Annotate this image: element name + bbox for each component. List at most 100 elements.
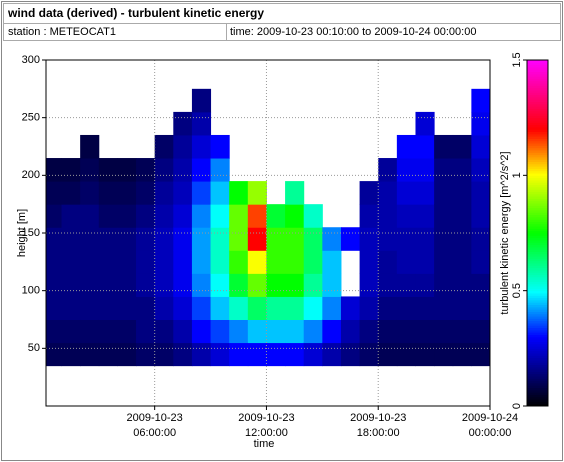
colorbar-swatch: [527, 378, 548, 382]
x-tick-label-line: 00:00:00: [469, 427, 512, 439]
heat-cell: [98, 158, 118, 182]
heat-cell: [359, 273, 379, 297]
x-tick-label: 2009-10-23 06:00:00: [127, 412, 183, 439]
heat-cell: [396, 227, 416, 251]
heat-cell: [378, 204, 398, 228]
heat-cell: [98, 181, 118, 205]
heat-cell: [80, 273, 100, 297]
colorbar-swatch: [527, 272, 548, 276]
colorbar-swatch: [527, 392, 548, 395]
heat-cell: [247, 227, 267, 251]
colorbar-swatch: [527, 66, 548, 70]
heat-cell: [434, 319, 454, 344]
colorbar-swatch: [527, 396, 548, 400]
colorbar-swatch: [527, 159, 548, 162]
heat-cell: [210, 181, 230, 205]
heat-cell: [98, 250, 118, 274]
colorbar-swatch: [527, 329, 548, 333]
colorbar-swatch: [527, 221, 548, 225]
heat-cell: [61, 296, 81, 320]
heat-cell: [415, 134, 435, 159]
heat-cell: [46, 250, 63, 274]
colorbar-swatch: [527, 99, 548, 103]
colorbar-swatch: [527, 189, 548, 192]
colorbar-swatch: [527, 186, 548, 190]
colorbar-swatch: [527, 290, 548, 294]
heat-cell: [61, 181, 81, 205]
colorbar-swatch: [527, 71, 548, 75]
colorbar-swatch: [527, 94, 548, 98]
colorbar-swatch: [527, 136, 548, 139]
colorbar-swatch: [527, 149, 548, 153]
colorbar-swatch: [527, 295, 548, 299]
heat-cell: [285, 273, 305, 297]
x-tick-label-line: 2009-10-23: [127, 412, 183, 424]
heat-cell: [61, 342, 81, 367]
heat-cell: [173, 250, 193, 274]
heat-cell: [303, 342, 323, 367]
heat-cell: [415, 111, 435, 136]
colorbar-swatch: [527, 253, 548, 257]
colorbar-swatch: [527, 124, 548, 128]
colorbar-swatch: [527, 209, 548, 213]
colorbar-swatch: [527, 394, 548, 398]
heat-cell: [247, 250, 267, 274]
heat-cell: [378, 250, 398, 274]
heat-cell: [61, 319, 81, 344]
colorbar-swatch: [527, 256, 548, 259]
heat-cell: [471, 296, 491, 320]
heat-cell: [154, 134, 174, 159]
colorbar-swatch: [527, 269, 548, 273]
colorbar-swatch: [527, 133, 548, 137]
heat-cell: [173, 204, 193, 228]
colorbar-swatch: [527, 60, 548, 63]
heat-cell: [471, 273, 491, 297]
heat-cell: [191, 273, 212, 297]
colorbar-swatch: [527, 348, 548, 352]
heat-cell: [117, 273, 137, 297]
heat-cell: [210, 319, 230, 344]
heat-cell: [359, 319, 379, 344]
colorbar-swatch: [527, 403, 548, 407]
y-tick-label: 150: [22, 227, 40, 239]
colorbar-swatch: [527, 288, 548, 292]
heat-cell: [471, 181, 491, 205]
colorbar-swatch: [527, 302, 548, 306]
heat-cell: [452, 158, 472, 182]
heat-cell: [471, 134, 491, 159]
colorbar-label: turbulent kinetic energy [m^2/s^2]: [499, 151, 511, 314]
colorbar-swatch: [527, 230, 548, 234]
heat-cell: [415, 158, 435, 182]
heat-cell: [340, 342, 361, 367]
heat-cell: [210, 273, 230, 297]
heat-cell: [191, 319, 212, 344]
colorbar-swatch: [527, 322, 548, 326]
heat-cell: [191, 111, 212, 136]
heat-cell: [266, 250, 286, 274]
colorbar-swatch: [527, 62, 548, 66]
colorbar-swatch: [527, 193, 548, 197]
heat-cell: [191, 134, 212, 159]
colorbar-swatch: [527, 274, 548, 278]
heat-cell: [303, 296, 323, 320]
colorbar-swatch: [527, 242, 548, 246]
heat-cell: [80, 227, 100, 251]
colorbar-swatch: [527, 228, 548, 232]
colorbar-swatch: [527, 145, 548, 149]
y-tick-label: 300: [22, 54, 40, 66]
heat-cell: [46, 296, 63, 320]
heat-cell: [415, 250, 435, 274]
heat-cell: [136, 181, 156, 205]
colorbar-swatch: [527, 214, 548, 218]
colorbar-swatch: [527, 96, 548, 100]
colorbar-swatch: [527, 366, 548, 370]
colorbar-swatch: [527, 352, 548, 356]
heat-cell: [46, 181, 63, 205]
heat-cell: [229, 342, 249, 367]
heat-cell: [173, 134, 193, 159]
heat-cell: [285, 342, 305, 367]
colorbar-swatch: [527, 399, 548, 402]
heat-cell: [210, 296, 230, 320]
heat-cell: [61, 158, 81, 182]
heat-cell: [210, 227, 230, 251]
